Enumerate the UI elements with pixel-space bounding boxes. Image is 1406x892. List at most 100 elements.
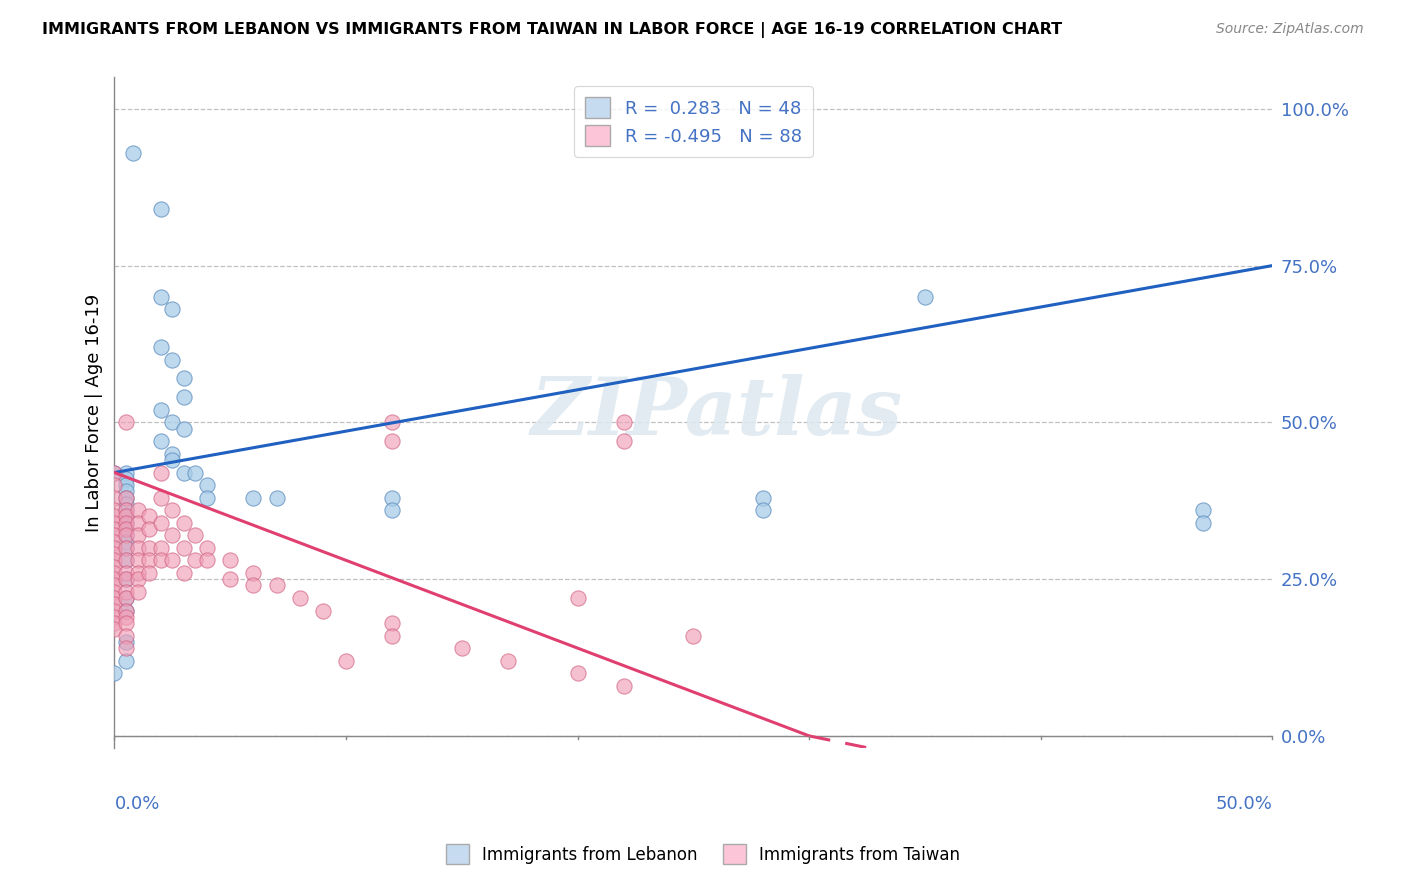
Point (613, 434, 636, 449)
Point (115, 603, 138, 617)
Point (138, 509, 160, 524)
Point (149, 202, 172, 216)
Point (115, 528, 138, 542)
Point (115, 516, 138, 530)
Point (115, 584, 138, 599)
Point (103, 609, 125, 624)
Point (162, 503, 184, 517)
Point (162, 302, 184, 317)
Point (103, 666, 125, 681)
Point (115, 572, 138, 586)
Point (162, 416, 184, 430)
Point (173, 422, 195, 436)
Y-axis label: In Labor Force | Age 16-19: In Labor Force | Age 16-19 (86, 293, 103, 533)
Point (752, 503, 775, 517)
Point (115, 522, 138, 536)
Point (195, 478, 218, 492)
Point (1192, 516, 1215, 530)
Point (127, 566, 149, 580)
Point (115, 553, 138, 567)
Point (103, 566, 125, 580)
Point (138, 566, 160, 580)
Point (149, 541, 172, 555)
Point (103, 547, 125, 561)
Point (115, 615, 138, 630)
Point (173, 466, 195, 480)
Point (1192, 503, 1215, 517)
Point (103, 584, 125, 599)
Point (266, 491, 288, 505)
Point (103, 466, 125, 480)
Point (138, 522, 160, 536)
Point (567, 666, 589, 681)
Point (115, 466, 138, 480)
Point (149, 434, 172, 449)
Point (195, 553, 218, 567)
Point (914, 290, 936, 304)
Point (115, 566, 138, 580)
Point (381, 491, 404, 505)
Point (115, 491, 138, 505)
Point (567, 591, 589, 605)
Point (149, 466, 172, 480)
Point (115, 497, 138, 511)
Point (127, 503, 149, 517)
Point (115, 528, 138, 542)
Point (195, 491, 218, 505)
Point (242, 578, 264, 592)
Point (115, 509, 138, 524)
Point (127, 516, 149, 530)
Legend: R =  0.283   N = 48, R = -0.495   N = 88: R = 0.283 N = 48, R = -0.495 N = 88 (574, 87, 813, 157)
Point (103, 603, 125, 617)
Point (127, 528, 149, 542)
Point (103, 509, 125, 524)
Point (115, 591, 138, 605)
Text: 0.0%: 0.0% (114, 796, 160, 814)
Legend: Immigrants from Lebanon, Immigrants from Taiwan: Immigrants from Lebanon, Immigrants from… (439, 838, 967, 871)
Point (381, 503, 404, 517)
Point (138, 553, 160, 567)
Point (103, 503, 125, 517)
Text: ZIPatlas: ZIPatlas (530, 375, 903, 451)
Point (162, 447, 184, 461)
Point (312, 603, 335, 617)
Point (184, 466, 207, 480)
Point (242, 491, 264, 505)
Point (381, 615, 404, 630)
Text: 50.0%: 50.0% (1216, 796, 1272, 814)
Point (173, 371, 195, 385)
Point (115, 503, 138, 517)
Point (184, 528, 207, 542)
Point (115, 491, 138, 505)
Point (127, 541, 149, 555)
Point (682, 629, 704, 643)
Point (103, 522, 125, 536)
Point (115, 503, 138, 517)
Point (149, 340, 172, 354)
Point (613, 416, 636, 430)
Point (103, 623, 125, 637)
Point (103, 534, 125, 549)
Point (162, 352, 184, 367)
Point (149, 516, 172, 530)
Point (115, 553, 138, 567)
Point (103, 478, 125, 492)
Point (149, 491, 172, 505)
Point (115, 478, 138, 492)
Point (103, 491, 125, 505)
Point (127, 572, 149, 586)
Point (115, 541, 138, 555)
Point (162, 528, 184, 542)
Point (103, 541, 125, 555)
Point (115, 609, 138, 624)
Point (103, 516, 125, 530)
Point (381, 416, 404, 430)
Point (103, 528, 125, 542)
Point (138, 541, 160, 555)
Point (127, 584, 149, 599)
Point (115, 635, 138, 649)
Point (103, 572, 125, 586)
Point (173, 566, 195, 580)
Point (219, 572, 242, 586)
Point (115, 591, 138, 605)
